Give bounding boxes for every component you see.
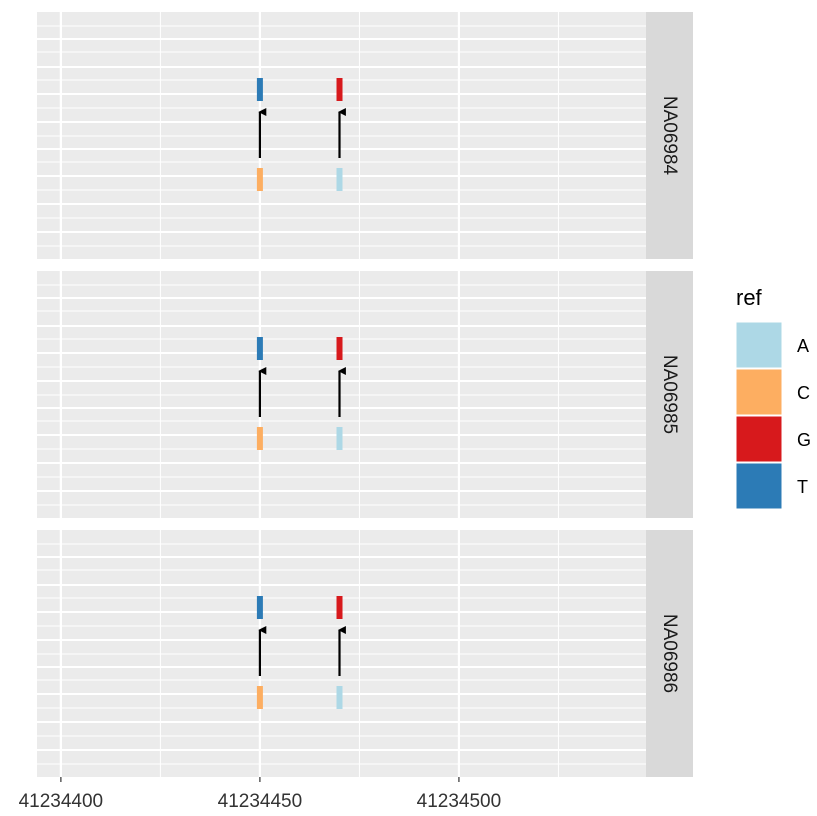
ref-allele-tile: [336, 427, 343, 450]
facet-panel: NA06986: [37, 530, 693, 777]
legend-key: [735, 321, 783, 369]
facet-strip: [646, 530, 693, 777]
legend: ref A C G T: [735, 285, 811, 510]
facet-label: NA06984: [659, 96, 680, 176]
facet-strip: [646, 12, 693, 259]
alt-allele-tile: [256, 337, 263, 360]
facet-label: NA06986: [659, 614, 680, 693]
ref-allele-tile: [256, 427, 263, 450]
facet-panel: NA06984: [37, 12, 693, 259]
alt-allele-tile: [336, 596, 343, 619]
x-tick-label: 41234450: [218, 791, 303, 812]
legend-key: [735, 462, 783, 510]
x-tick-label: 41234400: [19, 791, 104, 812]
facet-panel: NA06985: [37, 271, 693, 518]
alt-allele-tile: [256, 596, 263, 619]
facet-panels: NA06984 NA06985 NA06986: [37, 12, 693, 777]
legend-key: [735, 415, 783, 463]
ref-allele-tile: [336, 686, 343, 709]
legend-label: A: [797, 336, 809, 356]
alt-allele-tile: [336, 78, 343, 101]
alt-allele-tile: [256, 78, 263, 101]
legend-title: ref: [736, 285, 763, 310]
legend-key: [735, 368, 783, 416]
ref-allele-tile: [336, 168, 343, 191]
legend-label: G: [797, 430, 811, 450]
x-tick-label: 41234500: [417, 791, 502, 812]
ref-allele-tile: [256, 686, 263, 709]
legend-label: C: [797, 383, 810, 403]
ref-allele-tile: [256, 168, 263, 191]
x-axis: 41234400 41234450 41234500: [19, 777, 502, 812]
facet-label: NA06985: [659, 355, 680, 434]
alt-allele-tile: [336, 337, 343, 360]
legend-label: T: [797, 477, 808, 497]
facet-strip: [646, 271, 693, 518]
